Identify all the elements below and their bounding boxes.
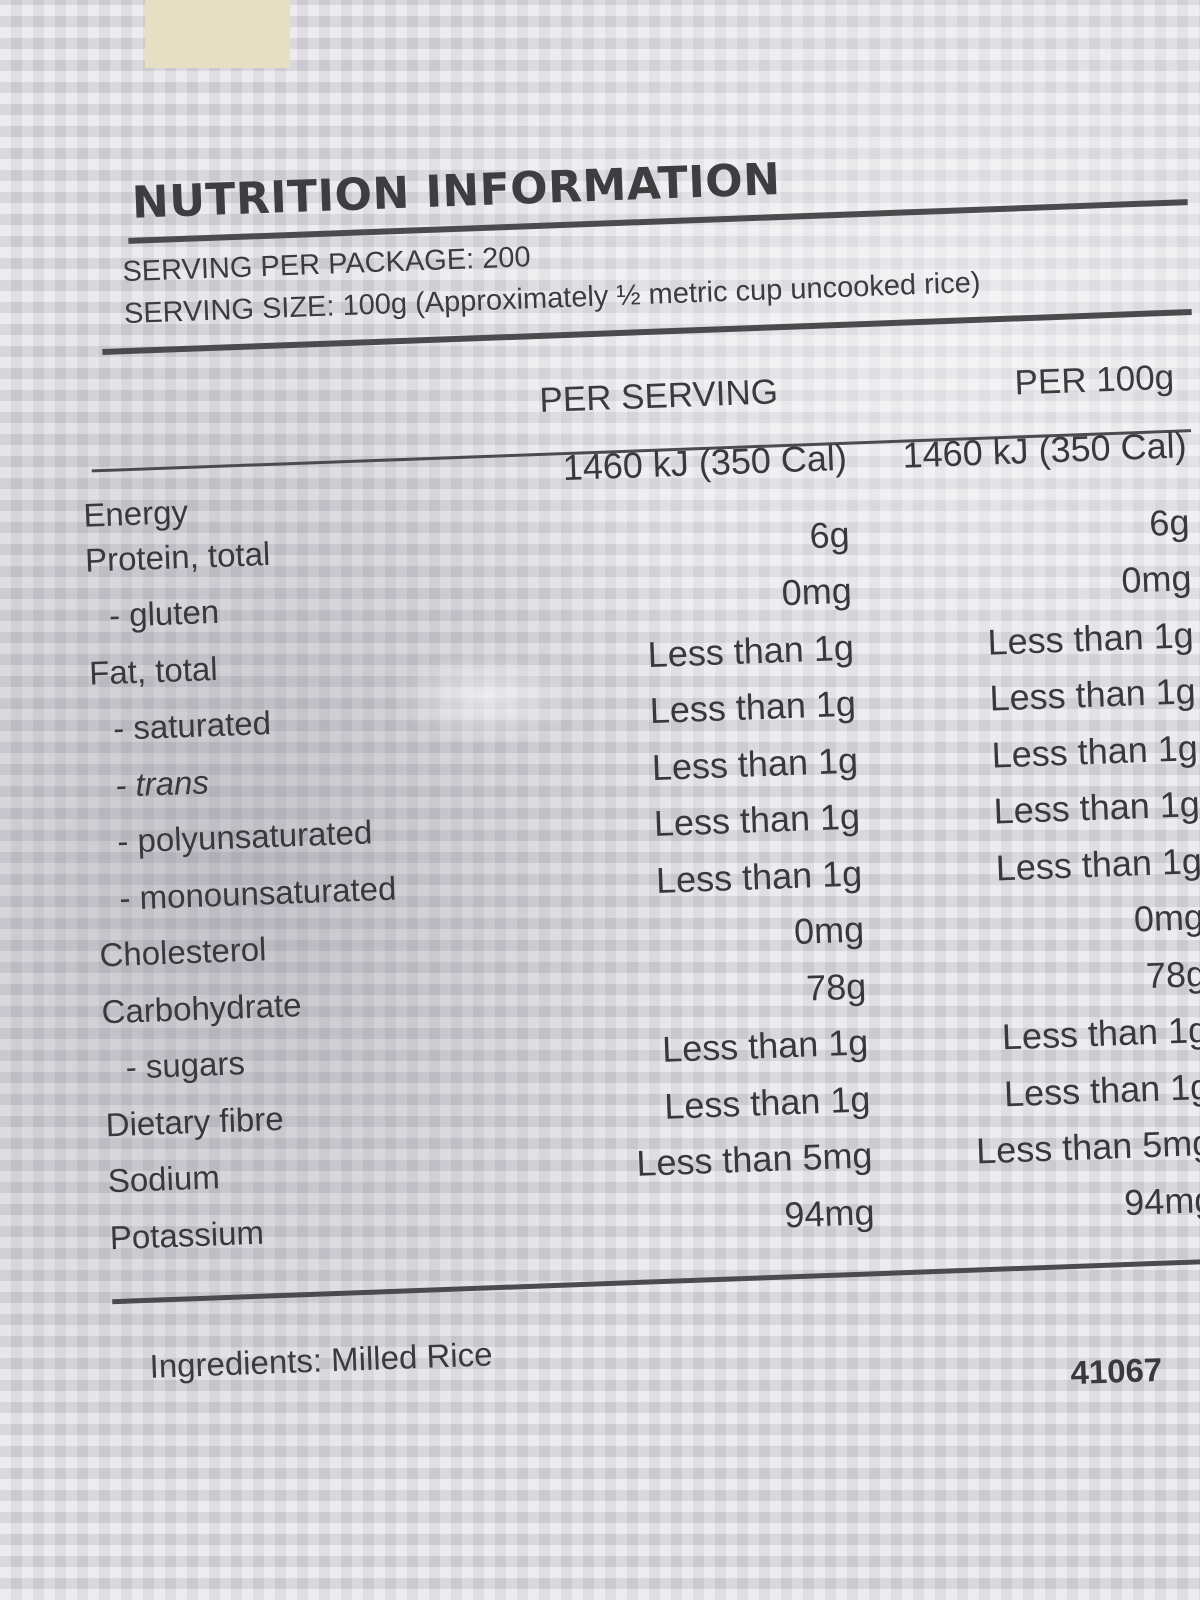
value-per-100g: 78g	[1145, 952, 1200, 996]
servings-per-package: SERVING PER PACKAGE: 200	[121, 241, 532, 289]
nutrient-name: - sugars	[124, 1044, 246, 1086]
nutrient-name: Protein, total	[84, 534, 271, 579]
value-per-100g: 1460 kJ (350 Cal)	[901, 424, 1188, 476]
nutrient-name: - saturated	[112, 704, 272, 747]
value-per-100g: Less than 1g	[986, 613, 1195, 663]
value-per-100g: 6g	[1148, 500, 1191, 544]
nutrient-name: - gluten	[108, 592, 220, 634]
light-glare	[390, 650, 580, 745]
value-per-serving: Less than 1g	[653, 795, 861, 845]
nutrient-name: Energy	[82, 492, 189, 534]
value-per-serving: Less than 1g	[646, 626, 855, 675]
value-per-100g: Less than 1g	[988, 670, 1197, 719]
nutrient-name: Cholesterol	[98, 930, 268, 974]
value-per-serving: 78g	[805, 964, 867, 1009]
value-per-serving: 0mg	[793, 908, 865, 952]
value-per-serving: Less than 1g	[651, 739, 859, 788]
yellow-print-patch	[145, 0, 290, 68]
value-per-100g: Less than 1g	[1003, 1065, 1200, 1114]
col-per-100g: PER 100g	[1013, 357, 1175, 403]
value-per-serving: Less than 1g	[661, 1021, 869, 1070]
value-per-100g: 0mg	[1133, 895, 1200, 940]
nutrient-name: - polyunsaturated	[116, 813, 373, 860]
value-per-100g: Less than 5mg	[975, 1121, 1200, 1172]
nutrition-rows: Energy 1460 kJ (350 Cal) 1460 kJ (350 Cal)…	[70, 109, 1200, 1255]
ingredients-text: Ingredients: Milled Rice	[148, 1335, 494, 1385]
value-per-serving: 0mg	[780, 569, 853, 614]
nutrient-name: Dietary fibre	[105, 1099, 285, 1143]
value-per-100g: Less than 1g	[992, 783, 1200, 832]
value-per-serving: Less than 5mg	[635, 1134, 874, 1184]
value-per-100g: Less than 1g	[990, 726, 1199, 776]
nutrient-name: Fat, total	[88, 649, 219, 692]
value-per-serving: Less than 1g	[649, 682, 857, 732]
value-per-serving: 1460 kJ (350 Cal)	[562, 436, 848, 489]
value-per-serving: 94mg	[783, 1190, 876, 1236]
value-per-serving: Less than 1g	[655, 851, 863, 901]
nutrient-name: - trans	[114, 762, 210, 804]
value-per-serving: 6g	[808, 513, 851, 556]
nutrient-name: Sodium	[107, 1158, 221, 1200]
value-per-serving: Less than 1g	[663, 1077, 872, 1127]
value-per-100g: Less than 1g	[995, 839, 1200, 889]
product-code: 41067	[1069, 1350, 1163, 1392]
col-per-serving: PER SERVING	[538, 372, 779, 420]
value-per-100g: Less than 1g	[1001, 1008, 1200, 1058]
value-per-100g: 0mg	[1120, 557, 1193, 601]
value-per-100g: 94mg	[1123, 1178, 1200, 1223]
nutrition-panel: NUTRITION INFORMATION SERVING PER PACKAG…	[70, 109, 1200, 1391]
nutrient-name: Potassium	[109, 1213, 265, 1256]
nutrient-name: Carbohydrate	[100, 985, 303, 1030]
